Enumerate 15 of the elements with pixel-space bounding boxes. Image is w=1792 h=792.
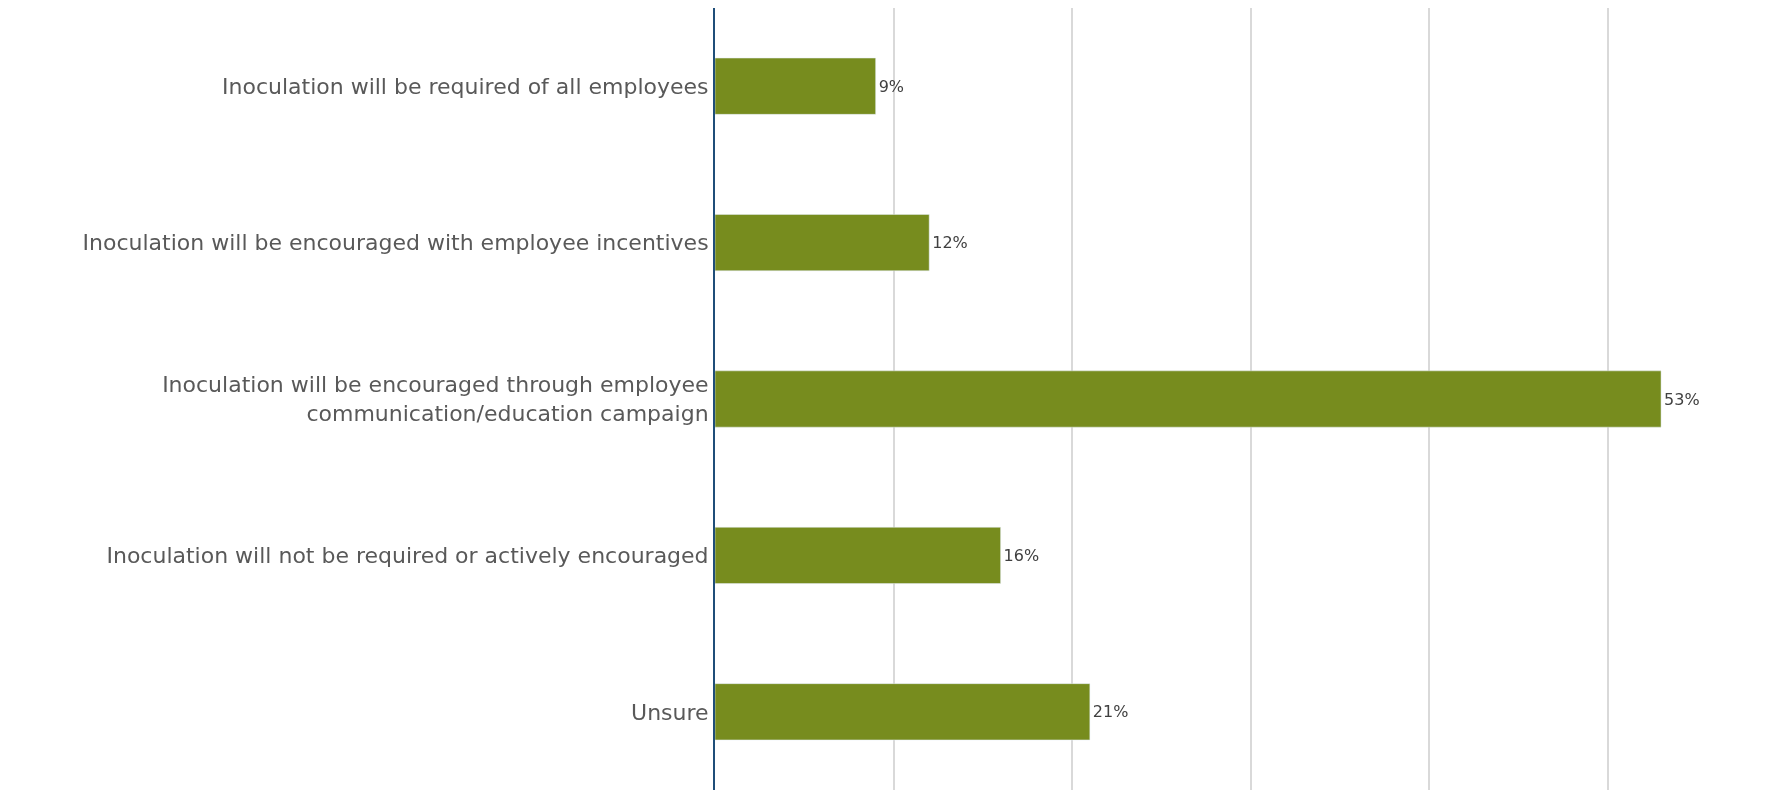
data-label: 12%	[932, 233, 968, 253]
bar	[715, 527, 1001, 584]
y-tick-label: Inoculation will not be required or actively encouraged	[106, 543, 709, 569]
bar	[715, 57, 876, 115]
y-tick-label: Inoculation will be required of all employees	[221, 73, 709, 99]
y-tick-label: Inoculation will be encouraged with employee incentives	[82, 230, 709, 256]
data-label: 9%	[878, 76, 905, 96]
data-label: 53%	[1664, 389, 1700, 409]
y-tick-label: Inoculation will be encouraged through employee communication/education campaign	[162, 372, 709, 426]
y-tick-label: Unsure	[631, 699, 709, 725]
bar	[715, 214, 930, 271]
data-label: 21%	[1092, 702, 1129, 722]
bar	[715, 370, 1662, 428]
bar	[715, 683, 1091, 741]
data-label: 16%	[1003, 545, 1040, 565]
